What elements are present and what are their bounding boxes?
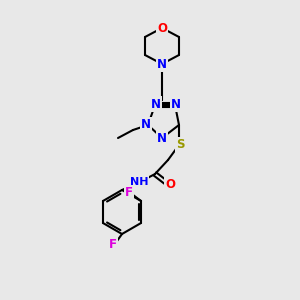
Text: F: F (125, 187, 133, 200)
Text: O: O (165, 178, 175, 190)
Text: N: N (157, 58, 167, 70)
Text: N: N (171, 98, 181, 110)
Text: N: N (157, 133, 167, 146)
Text: N: N (141, 118, 151, 131)
Text: O: O (157, 22, 167, 34)
Text: N: N (151, 98, 161, 110)
Text: S: S (176, 139, 184, 152)
Text: NH: NH (130, 177, 148, 187)
Text: F: F (109, 238, 117, 250)
